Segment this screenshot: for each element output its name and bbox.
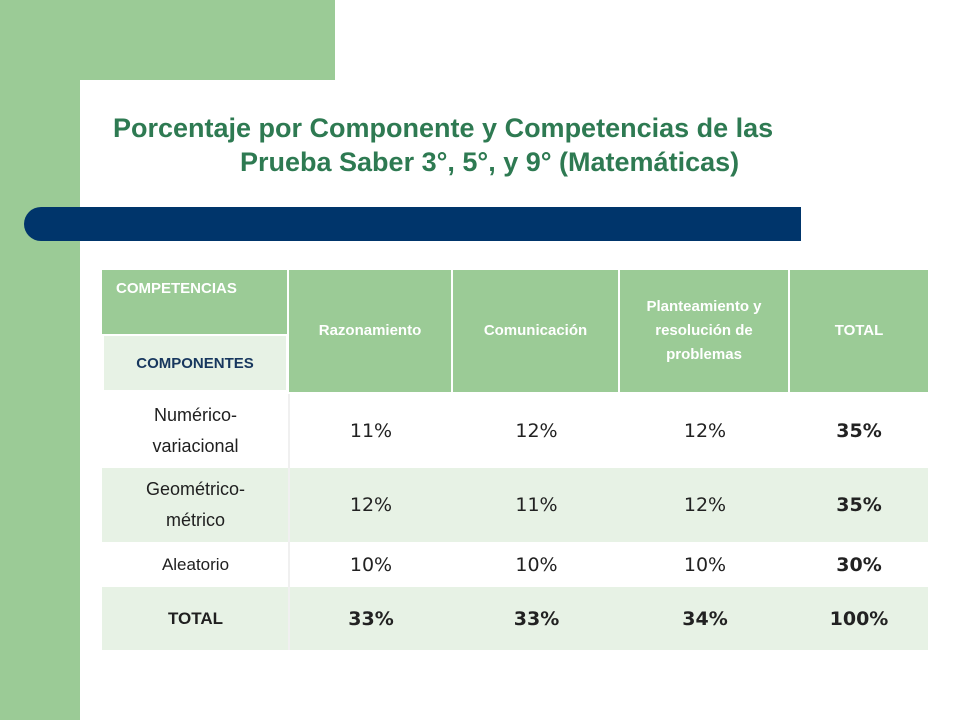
page-title: Porcentaje por Componente y Competencias… bbox=[113, 111, 913, 179]
cell-numerico-razonamiento: 11% bbox=[289, 394, 453, 468]
cell-numerico-comunicacion: 12% bbox=[453, 394, 620, 468]
cell-numerico-total: 35% bbox=[790, 394, 928, 468]
column-divider bbox=[288, 394, 290, 650]
cell-geometrico-total: 35% bbox=[790, 468, 928, 542]
top-green-band bbox=[0, 0, 335, 80]
cell-aleatorio-razonamiento: 10% bbox=[289, 542, 453, 587]
row-label-numerico: Numérico-variacional bbox=[102, 394, 289, 468]
title-line-1: Porcentaje por Componente y Competencias… bbox=[113, 113, 774, 143]
cell-total-planteamiento: 34% bbox=[620, 587, 790, 650]
header-planteamiento: Planteamiento y resolución de problemas bbox=[620, 270, 788, 392]
cell-numerico-planteamiento: 12% bbox=[620, 394, 790, 468]
row-label-total: TOTAL bbox=[102, 587, 289, 650]
header-razonamiento: Razonamiento bbox=[289, 270, 451, 392]
cell-aleatorio-planteamiento: 10% bbox=[620, 542, 790, 587]
title-underline-bar bbox=[24, 207, 801, 241]
title-line-2: Prueba Saber 3°, 5°, y 9° (Matemáticas) bbox=[240, 147, 740, 177]
header-competencias: COMPETENCIAS bbox=[102, 270, 287, 334]
row-label-aleatorio: Aleatorio bbox=[102, 542, 289, 587]
left-green-band bbox=[0, 0, 80, 720]
cell-aleatorio-comunicacion: 10% bbox=[453, 542, 620, 587]
competencias-table: COMPETENCIAS COMPONENTES Razonamiento Co… bbox=[102, 270, 928, 650]
header-total: TOTAL bbox=[790, 270, 928, 392]
cell-geometrico-comunicacion: 11% bbox=[453, 468, 620, 542]
row-label-geometrico: Geométrico-métrico bbox=[102, 468, 289, 542]
cell-geometrico-razonamiento: 12% bbox=[289, 468, 453, 542]
cell-aleatorio-total: 30% bbox=[790, 542, 928, 587]
header-componentes-frame: COMPONENTES bbox=[102, 334, 289, 392]
cell-geometrico-planteamiento: 12% bbox=[620, 468, 790, 542]
cell-total-comunicacion: 33% bbox=[453, 587, 620, 650]
header-comunicacion: Comunicación bbox=[453, 270, 618, 392]
cell-total-razonamiento: 33% bbox=[289, 587, 453, 650]
cell-total-total: 100% bbox=[790, 587, 928, 650]
header-componentes: COMPONENTES bbox=[104, 336, 286, 390]
